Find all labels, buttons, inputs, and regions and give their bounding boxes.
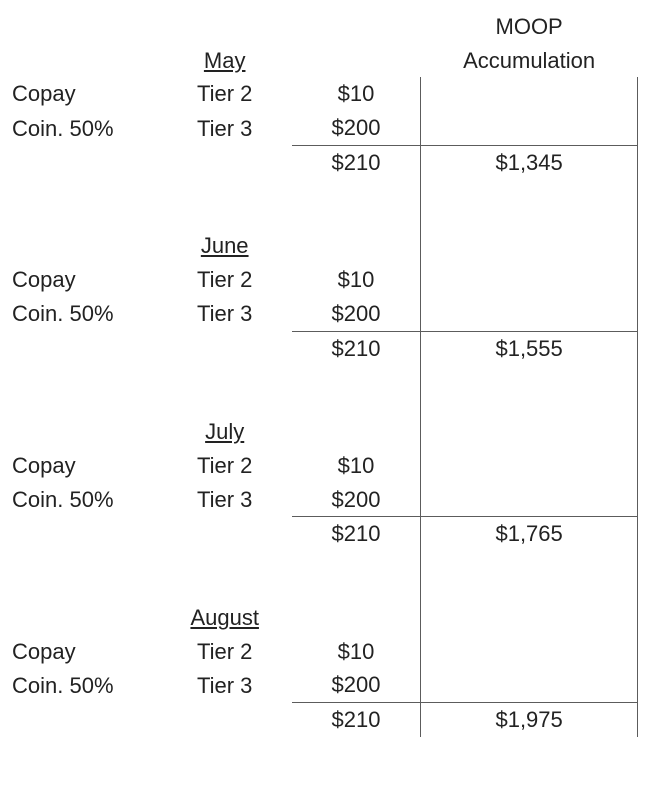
- subtotal-row: $210 $1,765: [8, 517, 638, 551]
- row-tier: Tier 3: [158, 483, 292, 517]
- subtotal-row: $210 $1,555: [8, 331, 638, 365]
- moop-header-1: MOOP: [421, 10, 638, 44]
- row-amount: $10: [292, 77, 421, 111]
- table-row: Coin. 50% Tier 3 $200: [8, 297, 638, 331]
- table-row: Coin. 50% Tier 3 $200: [8, 111, 638, 145]
- table-row: Coin. 50% Tier 3 $200: [8, 483, 638, 517]
- row-label: Coin. 50%: [8, 483, 158, 517]
- spacer: [8, 179, 638, 229]
- spacer: [8, 551, 638, 601]
- row-tier: Tier 3: [158, 111, 292, 145]
- table: MOOP May Accumulation Copay Tier 2 $10 C…: [8, 10, 638, 737]
- row-label: Coin. 50%: [8, 111, 158, 145]
- row-tier: Tier 2: [158, 263, 292, 297]
- month-heading: June: [201, 233, 249, 258]
- month-heading: July: [205, 419, 244, 444]
- month-heading-row: June: [8, 229, 638, 263]
- table-row: Copay Tier 2 $10: [8, 449, 638, 483]
- row-tier: Tier 2: [158, 635, 292, 669]
- table-row: Coin. 50% Tier 3 $200: [8, 668, 638, 702]
- table-row: Copay Tier 2 $10: [8, 263, 638, 297]
- row-label: Copay: [8, 635, 158, 669]
- header-row-2: May Accumulation: [8, 44, 638, 78]
- subtotal-amount: $210: [292, 331, 421, 365]
- row-label: Coin. 50%: [8, 297, 158, 331]
- moop-accumulation-table: MOOP May Accumulation Copay Tier 2 $10 C…: [0, 0, 646, 803]
- month-heading-row: August: [8, 601, 638, 635]
- moop-accumulation: $1,345: [421, 145, 638, 179]
- row-amount: $10: [292, 263, 421, 297]
- row-label: Copay: [8, 449, 158, 483]
- row-label: Coin. 50%: [8, 668, 158, 702]
- month-heading-row: July: [8, 415, 638, 449]
- subtotal-amount: $210: [292, 145, 421, 179]
- row-amount: $200: [292, 668, 421, 702]
- subtotal-row: $210 $1,975: [8, 703, 638, 737]
- spacer: [8, 365, 638, 415]
- moop-accumulation: $1,975: [421, 703, 638, 737]
- month-heading: August: [190, 605, 259, 630]
- row-amount: $10: [292, 635, 421, 669]
- moop-accumulation: $1,555: [421, 331, 638, 365]
- row-tier: Tier 3: [158, 668, 292, 702]
- subtotal-amount: $210: [292, 517, 421, 551]
- row-amount: $200: [292, 297, 421, 331]
- moop-header-2: Accumulation: [421, 44, 638, 78]
- row-label: Copay: [8, 77, 158, 111]
- table-row: Copay Tier 2 $10: [8, 635, 638, 669]
- subtotal-amount: $210: [292, 703, 421, 737]
- header-row-1: MOOP: [8, 10, 638, 44]
- month-heading: May: [204, 48, 246, 73]
- row-tier: Tier 2: [158, 449, 292, 483]
- row-label: Copay: [8, 263, 158, 297]
- row-amount: $200: [292, 483, 421, 517]
- row-amount: $200: [292, 111, 421, 145]
- moop-accumulation: $1,765: [421, 517, 638, 551]
- row-amount: $10: [292, 449, 421, 483]
- table-row: Copay Tier 2 $10: [8, 77, 638, 111]
- row-tier: Tier 3: [158, 297, 292, 331]
- subtotal-row: $210 $1,345: [8, 145, 638, 179]
- row-tier: Tier 2: [158, 77, 292, 111]
